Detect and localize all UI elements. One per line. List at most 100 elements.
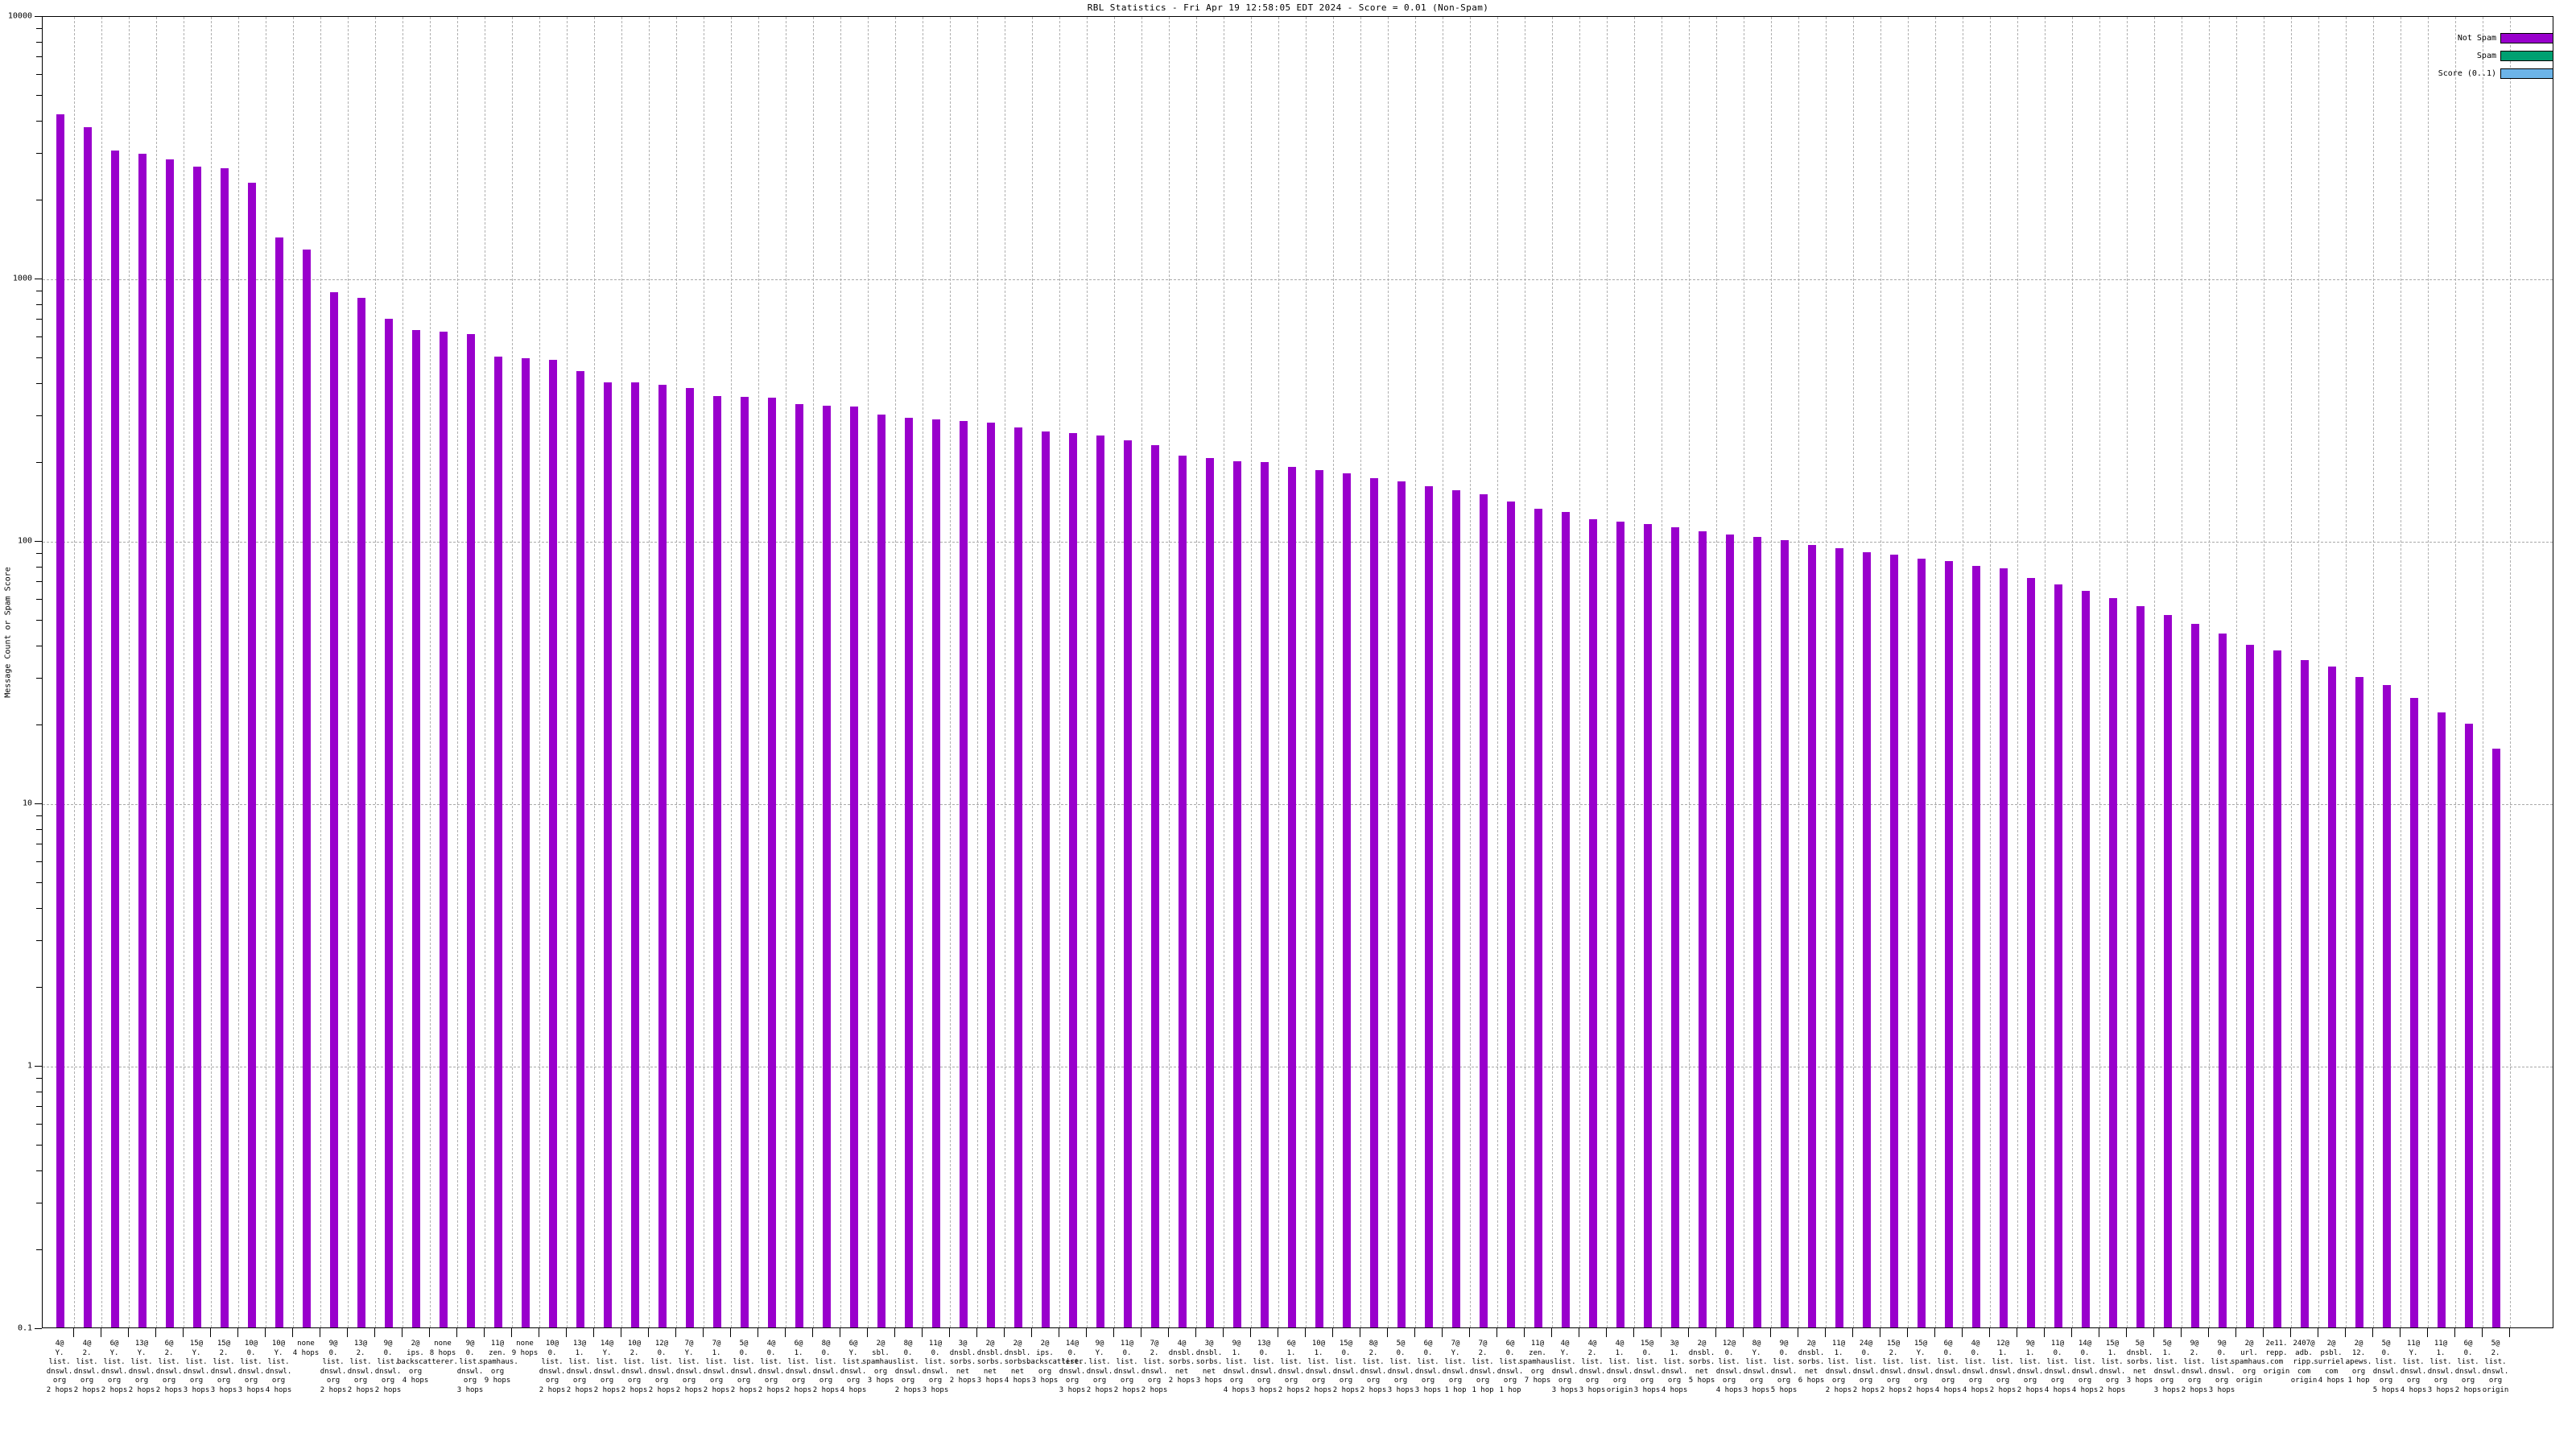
bar [1534,508,1542,1327]
bar [686,388,694,1327]
gridline-vertical [512,17,513,1327]
x-axis-tick-label: 5@ 1. list. dnswl. org 3 hops [2153,1340,2181,1394]
legend-item[interactable]: Spam [2360,47,2553,64]
bar [1096,436,1104,1327]
x-axis-tick [2454,1328,2455,1337]
y-axis-tick-minor [36,620,42,621]
gridline-vertical [2072,17,2073,1327]
gridline-vertical [1689,17,1690,1327]
legend-item[interactable]: Score (0..1) [2360,64,2553,82]
bar [2273,650,2281,1327]
x-axis-tick-label: 9@ 1. list. dnswl. org 2 hops [2017,1340,2044,1394]
x-axis-tick [2263,1328,2264,1337]
legend-color-swatch [2500,68,2553,79]
x-axis-tick [1715,1328,1716,1337]
x-axis-tick-label: 9@ 0. list. dnswl. org 3 hops [456,1340,484,1394]
x-axis-tick-label: 6@ Y. list. dnswl. org 2 hops [101,1340,128,1394]
x-axis-tick-label: 15@ 1. list. dnswl. org 2 hops [2099,1340,2126,1394]
gridline-vertical [868,17,869,1327]
x-axis-tick-label: 13@ 0. list. dnswl. org 3 hops [1250,1340,1278,1394]
x-axis-tick-label: 15@ 0. list. dnswl. org 3 hops [1633,1340,1661,1394]
x-axis-tick [1223,1328,1224,1337]
gridline-vertical [1716,17,1717,1327]
bar [2492,749,2500,1327]
x-axis-tick-label: 3@ 1. list. dnswl. org 4 hops [1661,1340,1688,1394]
bar [248,183,256,1327]
y-axis-tick-minor [36,415,42,417]
gridline-vertical [1333,17,1334,1327]
x-axis-tick [730,1328,731,1337]
bar [166,159,174,1327]
x-axis-tick-label: none 9 hops [511,1340,539,1357]
x-axis-tick-label: 10@ 0. list. dnswl. org 3 hops [237,1340,265,1394]
x-axis-tick-label: none 8 hops [429,1340,456,1357]
y-axis-tick-minor [36,815,42,816]
legend-item[interactable]: Not Spam [2360,29,2553,47]
x-axis-tick-label: 2@ dnsbl. sorbs. net 3 hops [976,1340,1004,1385]
gridline-vertical [676,17,677,1327]
x-axis-tick [2235,1328,2236,1337]
y-axis-tick-minor [36,882,42,884]
bar [1972,565,1980,1327]
gridline-vertical [1908,17,1909,1327]
bar [522,358,530,1327]
x-axis-tick [976,1328,977,1337]
bar [576,371,584,1327]
x-axis-tick [1524,1328,1525,1337]
x-axis-tick [1414,1328,1415,1337]
bar [1014,427,1022,1327]
x-axis-tick-label: 9@ 2. list. dnswl. org 2 hops [2181,1340,2208,1394]
x-axis-tick-label: 4@ 0. list. dnswl. org 4 hops [1962,1340,1989,1394]
x-axis-tick-label: 14@ Y. list. dnswl. org 2 hops [593,1340,621,1394]
bar [2383,685,2391,1327]
x-axis-tick-label: 2@ dnsbl. sorbs. net 6 hops [1798,1340,1825,1385]
x-axis-tick-label: 5@ dnsbl. sorbs. net 3 hops [2126,1340,2153,1385]
legend: Not Spam Spam Score (0..1) [2360,29,2553,82]
bar [1315,469,1323,1327]
x-axis-tick [1934,1328,1935,1337]
y-axis-tick-minor [36,303,42,305]
gridline-vertical [2455,17,2456,1327]
bar [1425,486,1433,1327]
x-axis-tick-label: 11@ 0. list. dnswl. org 4 hops [2044,1340,2071,1394]
y-axis-tick-minor [36,357,42,359]
bar [2136,606,2145,1327]
y-axis-tick-major [35,541,42,542]
bar [1261,462,1269,1327]
gridline-vertical [2127,17,2128,1327]
x-axis-tick [785,1328,786,1337]
x-axis-tick-label: 7@ Y. list. dnswl. org 1 hop [1442,1340,1469,1394]
y-axis-tick-minor [36,1145,42,1146]
gridline-vertical [1388,17,1389,1327]
bar [1671,526,1679,1327]
vertical-gridlines [43,17,2553,1327]
y-axis-tick-minor [36,382,42,384]
legend-item-label: Spam [2476,51,2496,60]
y-axis-tick-label: 1000 [12,274,32,283]
bar [2000,568,2008,1327]
gridline-vertical [1552,17,1553,1327]
bar [1233,460,1241,1327]
bar [1918,559,1926,1327]
x-axis-tick [1661,1328,1662,1337]
gridline-vertical [74,17,75,1327]
gridline-vertical [457,17,458,1327]
bar [1726,535,1734,1327]
bar [1781,540,1789,1327]
bar [905,418,913,1327]
x-axis-tick [648,1328,649,1337]
bar [330,292,338,1327]
gridline-vertical [430,17,431,1327]
gridline-vertical [1579,17,1580,1327]
x-axis-tick-label: 8@ Y. list. dnswl. org 3 hops [1743,1340,1770,1394]
x-axis-tick-label: 2@ sbl. spamhaus. org 3 hops [862,1340,902,1385]
x-axis-tick-label: 2@ dnsbl. sorbs. net 5 hops [1688,1340,1715,1385]
x-axis-tick-label: 11@ 1. list. dnswl. org 3 hops [2427,1340,2454,1394]
gridline-vertical [1306,17,1307,1327]
x-axis-tick [511,1328,512,1337]
gridline-vertical [129,17,130,1327]
y-axis-tick-major [35,1328,42,1329]
y-axis-tick-minor [36,599,42,601]
gridline-vertical [1497,17,1498,1327]
x-axis-tick-label: 10@ 0. list. dnswl. org 2 hops [539,1340,566,1394]
